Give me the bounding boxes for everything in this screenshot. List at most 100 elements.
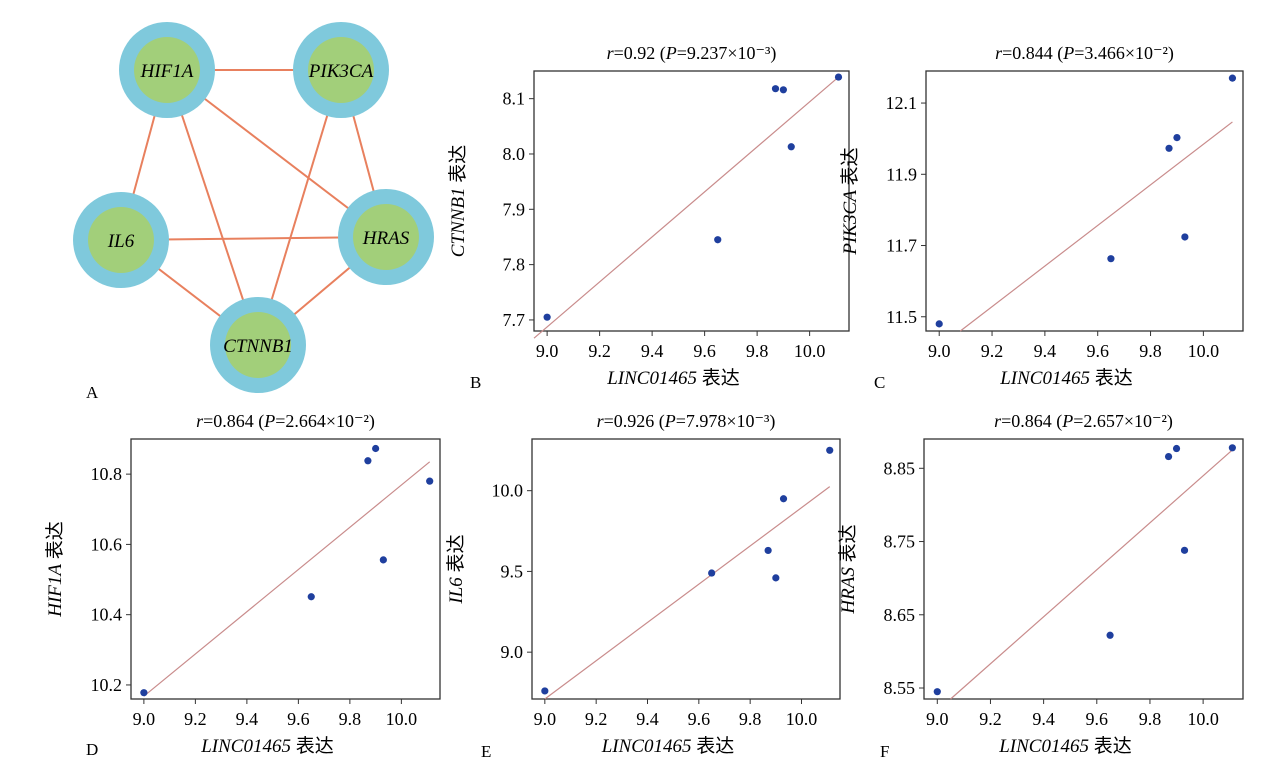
y-tick-label: 11.9 — [886, 164, 917, 184]
x-tick-label: 9.8 — [339, 709, 362, 729]
x-tick-label: 9.6 — [693, 341, 716, 361]
network-panel: HIF1A PIK3CA IL6 HRAS CTNNB1 A — [73, 22, 434, 402]
data-point — [541, 687, 549, 695]
panel-letter-c: C — [874, 373, 885, 392]
network-node-il6: IL6 — [73, 192, 169, 288]
scatter-plot-b: 9.0 9.2 9.4 9.6 9.8 10.0 7.7 7.8 7.9 8.0 8.1 r=0.92… — [447, 43, 850, 392]
x-tick-label: 9.0 — [928, 341, 951, 361]
data-point — [1228, 74, 1237, 82]
panel-letter-f: F — [880, 742, 889, 761]
x-tick-label: 10.0 — [1187, 709, 1219, 729]
x-tick-label: 9.6 — [688, 709, 711, 729]
x-tick-label: 9.2 — [979, 709, 1002, 729]
node-inner-circle — [353, 204, 419, 270]
x-tick-label: 9.6 — [287, 709, 310, 729]
fit-line — [544, 486, 831, 700]
plot-title: r=0.844 (P=3.466×10⁻²) — [995, 43, 1174, 64]
x-axis-label: LINC01465 表达 — [999, 367, 1133, 389]
data-point — [307, 593, 315, 601]
plot-frame — [533, 70, 850, 332]
x-tick-label: 10.0 — [786, 709, 818, 729]
data-point — [787, 143, 795, 151]
x-tick-label: 9.2 — [585, 709, 608, 729]
node-label: PIK3CA — [308, 61, 374, 82]
network-node-ctnnb1: CTNNB1 — [210, 297, 306, 393]
network-nodes: HIF1A PIK3CA IL6 HRAS CTNNB1 — [73, 22, 434, 393]
x-axis-label: LINC01465 表达 — [200, 735, 334, 757]
panel-letter-e: E — [481, 742, 491, 761]
node-label: IL6 — [107, 231, 135, 252]
data-point — [372, 444, 380, 453]
y-tick-label: 7.9 — [503, 199, 526, 219]
data-point — [771, 85, 780, 93]
x-tick-label: 10.0 — [1188, 341, 1220, 361]
y-tick-label: 10.0 — [492, 481, 524, 501]
data-point — [933, 688, 941, 696]
x-tick-label: 9.2 — [588, 341, 611, 361]
y-axis-label: HRAS 表达 — [837, 524, 859, 614]
plot-frame — [531, 438, 841, 700]
y-tick-label: 10.8 — [91, 464, 123, 484]
panel-letter-d: D — [86, 740, 98, 759]
x-tick-label: 9.4 — [636, 709, 659, 729]
x-axis-label: LINC01465 表达 — [998, 735, 1132, 757]
x-tick-label: 9.4 — [1032, 709, 1055, 729]
data-point — [1165, 144, 1173, 152]
data-point — [543, 313, 551, 321]
fit-line — [950, 449, 1233, 700]
data-point — [1181, 233, 1189, 241]
y-axis-label: CTNNB1 表达 — [447, 145, 469, 257]
x-tick-label: 9.4 — [236, 709, 259, 729]
x-tick-label: 9.0 — [133, 709, 156, 729]
y-tick-label: 12.1 — [886, 93, 918, 113]
plot-title: r=0.864 (P=2.657×10⁻²) — [994, 411, 1173, 432]
network-edge-hif1a-ctnnb1 — [166, 69, 259, 346]
data-point — [826, 446, 834, 454]
data-point — [708, 569, 716, 577]
y-axis-label: HIF1A 表达 — [44, 521, 66, 618]
data-point — [379, 556, 387, 564]
data-point — [772, 574, 780, 582]
data-point — [764, 546, 772, 555]
node-inner-circle — [225, 312, 291, 378]
fit-line — [143, 461, 431, 697]
x-tick-label: 9.8 — [1139, 709, 1162, 729]
data-point — [779, 86, 787, 94]
y-tick-label: 10.2 — [91, 675, 123, 695]
node-inner-circle — [308, 37, 374, 103]
panel-letter-b: B — [470, 373, 481, 392]
data-point — [935, 320, 943, 328]
y-tick-label: 9.0 — [501, 642, 524, 662]
x-tick-label: 9.4 — [641, 341, 664, 361]
x-axis-label: LINC01465 表达 — [606, 367, 740, 389]
x-tick-label: 9.6 — [1086, 709, 1109, 729]
fit-line — [959, 121, 1233, 332]
y-tick-label: 10.6 — [91, 534, 123, 554]
y-tick-label: 8.55 — [884, 678, 916, 698]
data-point — [364, 457, 372, 465]
scatter-plot-e: 9.0 9.2 9.4 9.6 9.8 10.0 9.0 9.5 10.0 r=0.926 (P=… — [445, 411, 841, 761]
data-point — [834, 73, 843, 81]
scatter-plot-d: 9.0 9.2 9.4 9.6 9.8 10.0 10.2 10.4 10.6 10.8 r=0.8… — [44, 411, 441, 759]
scatter-plot-c: 9.0 9.2 9.4 9.6 9.8 10.0 11.5 11.7 11.9 12.1 r=0.8… — [839, 43, 1244, 392]
plot-title: r=0.926 (P=7.978×10⁻³) — [597, 411, 776, 432]
x-tick-label: 9.4 — [1034, 341, 1057, 361]
network-node-hras: HRAS — [338, 189, 434, 285]
node-label: HIF1A — [140, 61, 194, 82]
plot-frame — [925, 70, 1244, 332]
plot-title: r=0.864 (P=2.664×10⁻²) — [196, 411, 375, 432]
y-axis-label: PIK3CA 表达 — [839, 147, 861, 255]
x-tick-label: 9.0 — [926, 709, 949, 729]
plot-frame — [130, 438, 441, 700]
x-tick-label: 10.0 — [794, 341, 826, 361]
data-point — [1106, 631, 1114, 639]
plot-title: r=0.92 (P=9.237×10⁻³) — [607, 43, 777, 64]
node-label: HRAS — [362, 228, 410, 249]
x-axis-label: LINC01465 表达 — [601, 735, 735, 757]
panel-letter-a: A — [86, 383, 99, 402]
data-point — [1173, 134, 1181, 142]
network-node-hif1a: HIF1A — [119, 22, 215, 118]
y-axis-label: IL6 表达 — [445, 534, 467, 604]
y-tick-label: 11.7 — [886, 236, 917, 256]
data-point — [1180, 546, 1189, 554]
